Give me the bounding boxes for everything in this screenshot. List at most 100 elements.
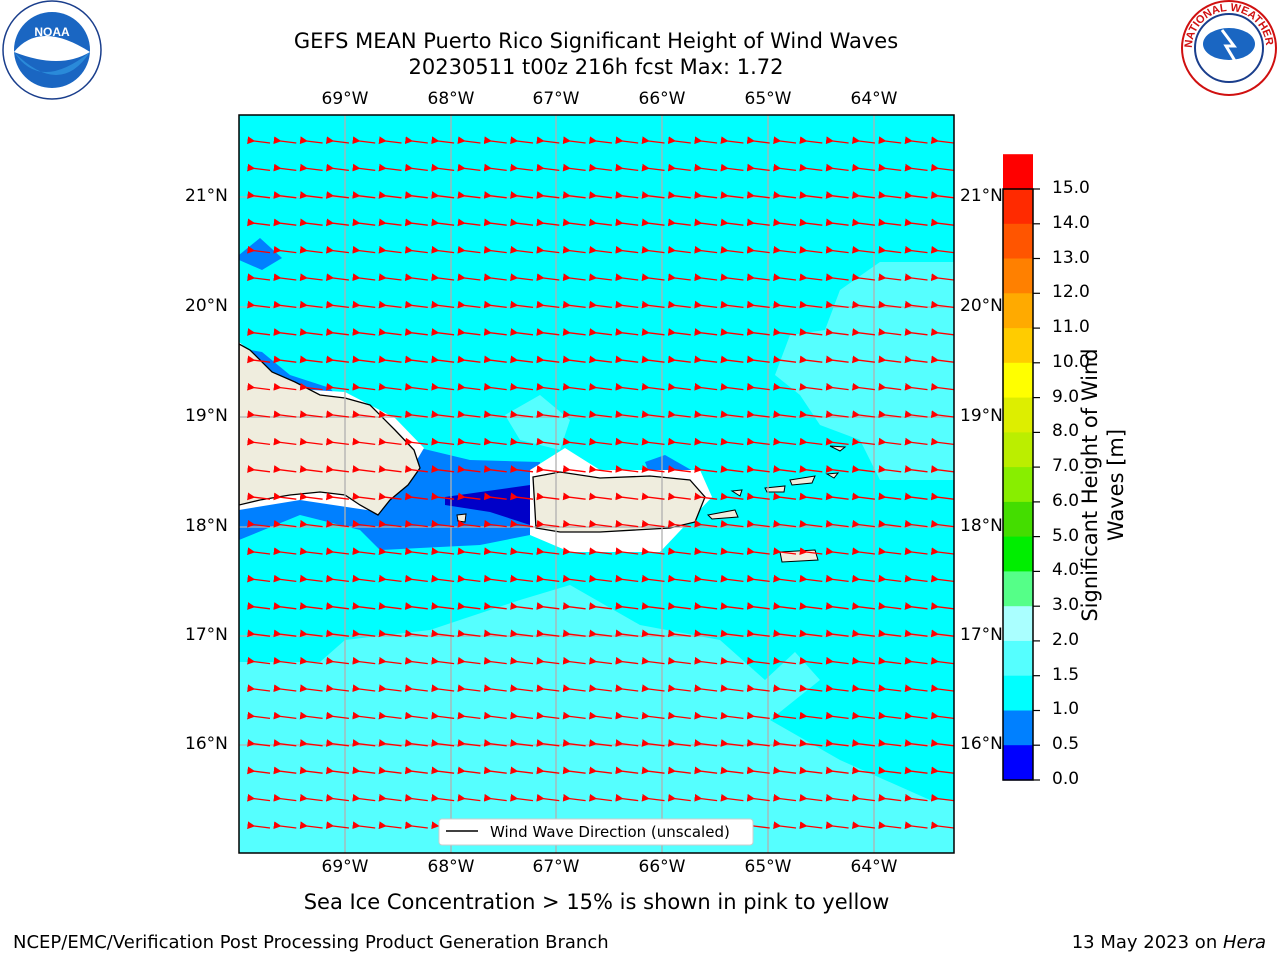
wave-direction-arrow: [536, 492, 560, 501]
wave-direction-arrow: [457, 273, 481, 282]
wave-direction-arrow: [746, 629, 770, 638]
wave-direction-arrow: [483, 547, 507, 556]
wave-direction-arrow: [851, 410, 875, 419]
wave-direction-arrow: [457, 711, 481, 720]
wave-direction-arrow: [378, 793, 402, 802]
wave-direction-arrow: [930, 602, 954, 610]
wave-contour-northeast: [775, 262, 954, 480]
wave-direction-arrow: [431, 684, 455, 693]
wave-direction-arrow: [299, 465, 323, 473]
wave-direction-arrow: [694, 328, 718, 336]
wave-direction-arrow: [352, 328, 376, 336]
wave-direction-arrow: [720, 739, 744, 747]
wave-direction-arrow: [825, 629, 849, 638]
wave-direction-arrow: [404, 163, 428, 172]
wave-direction-arrow: [667, 245, 691, 254]
lon-label-top: 67°W: [532, 89, 580, 109]
wave-direction-arrow: [825, 437, 849, 446]
wave-direction-arrow: [431, 328, 455, 336]
colorbar-tick-label: 0.5: [1052, 734, 1080, 755]
map-area: [239, 115, 954, 853]
wave-direction-arrow: [431, 602, 455, 610]
wave-direction-arrow: [247, 355, 271, 364]
wave-direction-arrow: [352, 163, 376, 172]
wave-direction-arrow: [536, 136, 560, 145]
wave-direction-arrow: [904, 684, 928, 693]
wave-direction-arrow: [825, 574, 849, 583]
wave-direction-arrow: [352, 739, 376, 747]
noaa-logo-text: NOAA: [34, 25, 70, 39]
wave-direction-arrow: [325, 821, 349, 830]
wave-direction-arrow: [851, 547, 875, 556]
wave-direction-arrow: [667, 300, 691, 309]
wave-direction-arrow: [562, 684, 586, 693]
wave-direction-arrow: [930, 629, 954, 638]
colorbar-segment: [1003, 571, 1033, 607]
wave-direction-arrow: [773, 684, 797, 693]
wave-direction-arrow: [510, 465, 534, 473]
wave-direction-arrow: [615, 547, 639, 556]
wave-direction-arrow: [588, 656, 612, 665]
wave-direction-arrow: [825, 793, 849, 802]
wave-direction-arrow: [930, 684, 954, 693]
wave-direction-arrow: [851, 492, 875, 501]
wave-direction-arrow: [720, 191, 744, 199]
wave-direction-arrow: [325, 766, 349, 775]
wave-direction-arrow: [799, 766, 823, 775]
wave-direction-arrow: [510, 793, 534, 802]
wave-direction-arrow: [483, 355, 507, 364]
lon-label-bottom: 69°W: [321, 857, 369, 877]
wave-direction-arrow: [325, 328, 349, 336]
wave-direction-arrow: [588, 629, 612, 638]
wave-direction-arrow: [457, 519, 481, 528]
wave-direction-arrow: [536, 574, 560, 583]
wave-direction-arrow: [588, 410, 612, 419]
wave-direction-arrow: [851, 245, 875, 254]
wave-direction-arrow: [299, 574, 323, 583]
wave-direction-arrow: [562, 574, 586, 583]
wave-direction-arrow: [483, 437, 507, 446]
wave-direction-arrow: [483, 629, 507, 638]
wave-direction-arrow: [378, 245, 402, 254]
wave-direction-arrow: [667, 684, 691, 693]
wave-direction-arrow: [325, 163, 349, 172]
wave-direction-arrow: [746, 300, 770, 309]
wave-direction-arrow: [404, 766, 428, 775]
wave-direction-arrow: [641, 328, 665, 336]
wave-direction-arrow: [562, 711, 586, 720]
wave-direction-arrow: [904, 656, 928, 665]
wave-direction-arrow: [904, 766, 928, 775]
wave-direction-arrow: [615, 602, 639, 610]
wave-direction-arrow: [273, 766, 297, 775]
wave-direction-arrow: [930, 766, 954, 775]
wave-direction-arrow: [588, 355, 612, 364]
wave-direction-arrow: [588, 191, 612, 199]
wave-direction-arrow: [694, 492, 718, 501]
wave-direction-arrow: [799, 163, 823, 172]
wave-direction-arrow: [641, 602, 665, 610]
wave-direction-arrow: [641, 465, 665, 473]
wave-direction-arrow: [694, 519, 718, 528]
wave-direction-arrow: [510, 136, 534, 145]
colorbar-tick-label: 2.0: [1052, 629, 1080, 650]
wave-direction-arrow: [404, 656, 428, 665]
wave-direction-arrow: [878, 163, 902, 172]
wave-direction-arrow: [273, 574, 297, 583]
wave-direction-arrow: [273, 382, 297, 391]
colorbar-segment: [1003, 467, 1033, 503]
wave-direction-arrow: [378, 410, 402, 419]
wave-direction-arrow: [247, 793, 271, 802]
wave-direction-arrow: [720, 410, 744, 419]
wave-direction-arrow: [299, 382, 323, 391]
wave-direction-arrow: [273, 437, 297, 446]
wave-direction-arrow: [299, 602, 323, 610]
wave-direction-arrow: [799, 191, 823, 199]
wave-direction-arrow: [352, 437, 376, 446]
wave-direction-arrow: [431, 410, 455, 419]
wave-direction-arrow: [720, 629, 744, 638]
colorbar-segment: [1003, 745, 1033, 781]
wave-direction-arrow: [378, 273, 402, 282]
wave-direction-arrow: [825, 300, 849, 309]
wave-direction-arrow: [746, 218, 770, 227]
wave-direction-arrow: [457, 245, 481, 254]
